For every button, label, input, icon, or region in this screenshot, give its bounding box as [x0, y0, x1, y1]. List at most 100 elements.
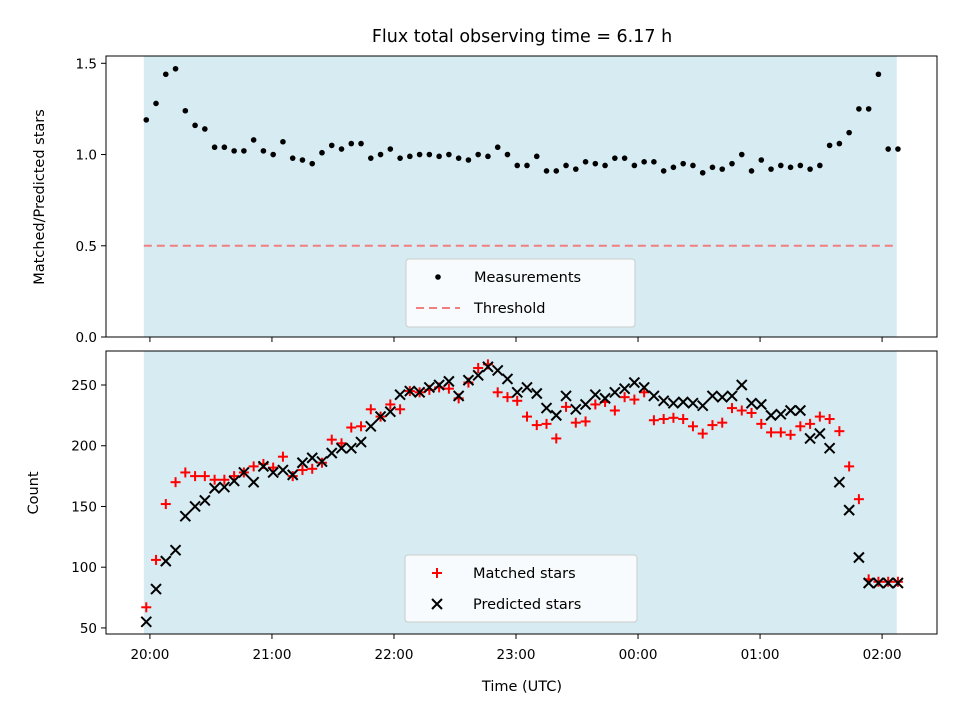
matched-star-point: [307, 463, 318, 474]
matched-star-point: [190, 471, 201, 482]
predicted-star-point: [218, 481, 231, 493]
bottom-x-axis-ticks: 20:00 21:00 22:00 23:00 00:00 01:00 02:00: [130, 634, 902, 663]
predicted-star-point: [160, 555, 172, 567]
measurement-point: [250, 137, 257, 143]
matched-star-point: [180, 467, 191, 478]
predicted-star-point: [140, 616, 152, 628]
measurement-point: [436, 153, 442, 160]
top-axes-frame: [105, 55, 938, 338]
predicted-star-point: [775, 408, 787, 420]
predicted-star-point: [745, 397, 758, 409]
measurement-point: [319, 149, 325, 156]
predicted-star-point: [599, 392, 611, 405]
predicted-star-point: [384, 406, 397, 418]
matched-star-point: [541, 418, 552, 429]
measurement-point: [865, 106, 872, 112]
predicted-star-point: [365, 420, 377, 433]
matched-star-point: [561, 401, 572, 412]
x-axis-label: Time (UTC): [481, 679, 562, 695]
matched-star-point: [775, 427, 786, 438]
measurement-point: [846, 129, 852, 136]
measurement-point: [612, 155, 618, 161]
measurement-point: [182, 107, 189, 114]
measurement-point: [885, 146, 891, 152]
predicted-star-point: [814, 427, 826, 440]
matched-star-point: [844, 461, 855, 472]
measurement-point: [260, 148, 267, 154]
matched-star-point: [756, 418, 767, 429]
legend-matched-marker: [432, 568, 442, 578]
predicted-star-point: [726, 390, 738, 402]
predicted-star-point: [531, 387, 543, 400]
measurement-point: [348, 140, 355, 147]
top-legend: Measurements Threshold: [405, 258, 636, 328]
measurement-point: [533, 153, 540, 160]
top-y-tick-label: 0.5: [76, 239, 97, 255]
predicted-star-point: [853, 551, 865, 564]
predicted-star-point: [628, 376, 641, 389]
matched-star-point: [570, 417, 581, 428]
matched-star-point: [785, 429, 796, 440]
predicted-star-point: [833, 476, 846, 488]
measurement-point: [153, 100, 159, 107]
measurement-point: [553, 168, 560, 174]
measurement-point: [455, 155, 462, 161]
measurement-point: [241, 148, 247, 154]
predicted-star-point: [491, 364, 504, 377]
matched-star-point: [326, 434, 337, 445]
bottom-y-axis-label: Count: [26, 471, 42, 514]
matched-star-point: [141, 602, 152, 613]
x-tick-label: 02:00: [863, 647, 902, 663]
matched-star-point: [170, 477, 181, 488]
top-y-tick-label: 1.5: [76, 56, 97, 72]
measurement-point: [563, 162, 569, 169]
x-tick-label: 21:00: [253, 647, 292, 663]
matched-star-point: [805, 418, 816, 429]
predicted-star-point: [521, 381, 533, 394]
measurement-point: [738, 151, 745, 158]
matched-star-point: [502, 392, 513, 403]
predicted-star-point: [609, 386, 621, 399]
measurement-point: [289, 155, 296, 161]
measurement-point: [221, 144, 228, 151]
predicted-star-point: [823, 442, 836, 454]
predicted-star-point: [462, 374, 475, 386]
predicted-star-point: [482, 361, 494, 373]
matched-star-point: [619, 392, 630, 403]
matched-star-point: [658, 414, 669, 425]
predicted-star-point: [501, 373, 514, 385]
matched-star-point: [443, 383, 454, 394]
measurement-point: [514, 162, 521, 169]
predicted-star-point: [570, 403, 582, 416]
measurement-point: [465, 157, 472, 163]
measurement-point: [748, 168, 755, 174]
measurement-point: [377, 151, 384, 158]
legend-measurements-marker: [435, 274, 441, 280]
top-y-tick-label: 0.0: [76, 330, 97, 346]
measurement-point: [660, 168, 667, 174]
legend-predicted-marker: [431, 598, 443, 610]
predicted-star-point: [784, 404, 797, 417]
predicted-star-point: [452, 390, 465, 402]
matched-star-point: [580, 416, 591, 427]
predicted-star-point: [326, 447, 338, 459]
predicted-star-point: [296, 457, 309, 469]
predicted-star-point: [716, 391, 728, 403]
measurement-point: [475, 151, 481, 158]
matched-star-point: [648, 415, 659, 426]
x-tick-label: 20:00: [130, 647, 169, 663]
predicted-star-point: [765, 409, 777, 422]
top-measurement-points: [143, 65, 901, 176]
top-y-tick-label: 1.0: [76, 148, 97, 164]
predicted-star-point: [755, 398, 767, 411]
x-tick-label: 22:00: [375, 647, 414, 663]
measurement-point: [641, 159, 647, 165]
predicted-star-point: [413, 386, 426, 399]
predicted-star-point: [677, 396, 689, 408]
predicted-star-point: [316, 455, 328, 468]
bottom-y-tick-label: 150: [71, 499, 97, 515]
bottom-y-axis-ticks: 50 100 150 200 250: [71, 378, 106, 637]
predicted-star-point: [345, 442, 357, 454]
predicted-star-point: [433, 379, 445, 391]
